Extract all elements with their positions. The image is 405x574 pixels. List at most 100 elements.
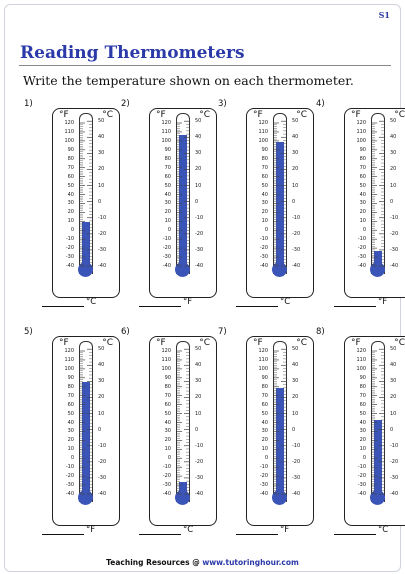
celsius-scale-label: -20	[195, 458, 204, 465]
celsius-scale-label: 40	[390, 362, 397, 369]
celsius-scale-label: 50	[390, 118, 397, 125]
fahrenheit-scale-label: 90	[359, 146, 366, 153]
celsius-scale-label: 0	[98, 426, 102, 433]
answer-blank[interactable]	[236, 306, 278, 307]
celsius-scale-label: -40	[98, 491, 107, 497]
scale-ticks	[177, 348, 189, 495]
fahrenheit-scale-label: 50	[164, 410, 171, 417]
thermometer-card: °F °C 120 110 100 90 80 70 60 50 40 30 20 10 0 -10 -20 -3…	[246, 108, 314, 298]
fahrenheit-scale-label: 20	[67, 437, 74, 444]
fahrenheit-scale-label: 80	[261, 383, 268, 390]
celsius-scale-label: 50	[292, 118, 299, 125]
fahrenheit-scale-label: 70	[164, 392, 171, 399]
fahrenheit-scale-label: 100	[64, 137, 74, 144]
celsius-scale-label: 10	[195, 410, 202, 417]
celsius-scale-label: -20	[98, 458, 107, 465]
celsius-scale-label: 10	[390, 182, 397, 189]
mercury-column	[82, 382, 90, 502]
fahrenheit-scale-label: 70	[261, 392, 268, 399]
title-divider	[19, 65, 391, 66]
celsius-scale-label: 30	[195, 150, 202, 157]
fahrenheit-scale-label: 110	[258, 356, 268, 363]
answer-unit: °F	[183, 297, 193, 307]
celsius-scale-label: 0	[292, 198, 296, 205]
fahrenheit-scale-label: 120	[356, 348, 366, 354]
celsius-scale-label: 10	[390, 410, 397, 417]
celsius-scale-label: -40	[390, 491, 399, 497]
fahrenheit-scale-label: 0	[167, 455, 171, 462]
answer-blank[interactable]	[334, 306, 376, 307]
celsius-scale-label: 10	[98, 182, 105, 189]
fahrenheit-scale-label: 50	[67, 182, 74, 189]
fahrenheit-scale-label: -10	[162, 464, 171, 471]
celsius-scale-label: 10	[98, 410, 105, 417]
fahrenheit-scale-label: -20	[357, 245, 366, 252]
mercury-column	[276, 387, 284, 502]
fahrenheit-scale-label: 120	[258, 120, 268, 126]
celsius-unit-label: °C	[296, 338, 307, 348]
fahrenheit-scale-label: 20	[261, 209, 268, 216]
answer-blank[interactable]	[334, 534, 376, 535]
celsius-unit-label: °C	[394, 110, 405, 120]
fahrenheit-scale-label: 80	[67, 383, 74, 390]
fahrenheit-scale-label: -10	[259, 464, 268, 471]
scale-ticks	[80, 120, 92, 267]
fahrenheit-scale-label: 50	[261, 182, 268, 189]
fahrenheit-scale-label: -40	[162, 491, 171, 497]
fahrenheit-scale-label: 90	[359, 374, 366, 381]
answer-unit: °F	[378, 297, 388, 307]
celsius-scale-label: -10	[390, 214, 399, 221]
instructions: Write the temperature shown on each ther…	[23, 73, 354, 88]
fahrenheit-scale-label: 60	[261, 401, 268, 408]
footer-site-link[interactable]: www.tutoringhour.com	[202, 558, 299, 567]
fahrenheit-scale-label: 110	[356, 356, 366, 363]
fahrenheit-scale-label: -30	[259, 482, 268, 489]
fahrenheit-scale-label: -40	[162, 263, 171, 269]
fahrenheit-scale-label: 0	[264, 455, 268, 462]
fahrenheit-scale-label: 110	[161, 128, 171, 135]
answer-blank[interactable]	[42, 306, 84, 307]
celsius-scale-label: -30	[292, 474, 301, 481]
celsius-scale-label: 20	[195, 166, 202, 173]
celsius-scale-label: 30	[292, 150, 299, 157]
thermometer-number: 1)	[24, 99, 33, 109]
celsius-scale-label: -30	[98, 474, 107, 481]
fahrenheit-scale-label: -20	[259, 473, 268, 480]
fahrenheit-scale-label: 50	[261, 410, 268, 417]
answer-unit: °F	[280, 525, 290, 535]
thermometer-number: 5)	[24, 327, 33, 337]
fahrenheit-scale-label: -30	[259, 254, 268, 261]
celsius-scale-label: 30	[98, 378, 105, 385]
answer-unit: °C	[86, 297, 97, 307]
fahrenheit-scale-label: 70	[359, 392, 366, 399]
fahrenheit-scale-label: 80	[164, 155, 171, 162]
thermometer-number: 8)	[316, 327, 325, 337]
answer-blank[interactable]	[236, 534, 278, 535]
scale-ticks	[372, 348, 384, 495]
fahrenheit-scale-label: 100	[64, 365, 74, 372]
thermometer-card: °F °C 120 110 100 90 80 70 60 50 40 30 20 10 0 -10 -20 -3…	[149, 336, 217, 526]
mercury-column	[82, 222, 90, 274]
fahrenheit-unit-label: °F	[156, 110, 166, 120]
answer-blank[interactable]	[139, 306, 181, 307]
fahrenheit-scale-label: 90	[67, 374, 74, 381]
fahrenheit-scale-label: 40	[261, 419, 268, 426]
fahrenheit-scale-label: -30	[65, 254, 74, 261]
fahrenheit-scale-label: 30	[261, 428, 268, 435]
fahrenheit-scale-label: 60	[261, 173, 268, 180]
celsius-unit-label: °C	[102, 110, 113, 120]
fahrenheit-scale-label: 30	[164, 200, 171, 207]
fahrenheit-scale-label: 60	[164, 401, 171, 408]
answer-blank[interactable]	[139, 534, 181, 535]
scale-ticks	[177, 120, 189, 267]
fahrenheit-scale-label: 120	[161, 348, 171, 354]
fahrenheit-scale-label: 30	[67, 428, 74, 435]
answer-blank[interactable]	[42, 534, 84, 535]
fahrenheit-scale-label: -40	[357, 263, 366, 269]
fahrenheit-scale-label: 60	[359, 173, 366, 180]
fahrenheit-scale-label: -40	[357, 491, 366, 497]
fahrenheit-scale-label: 20	[261, 437, 268, 444]
fahrenheit-scale-label: 80	[359, 383, 366, 390]
celsius-scale-label: 40	[98, 362, 105, 369]
scale-ticks	[372, 120, 384, 267]
